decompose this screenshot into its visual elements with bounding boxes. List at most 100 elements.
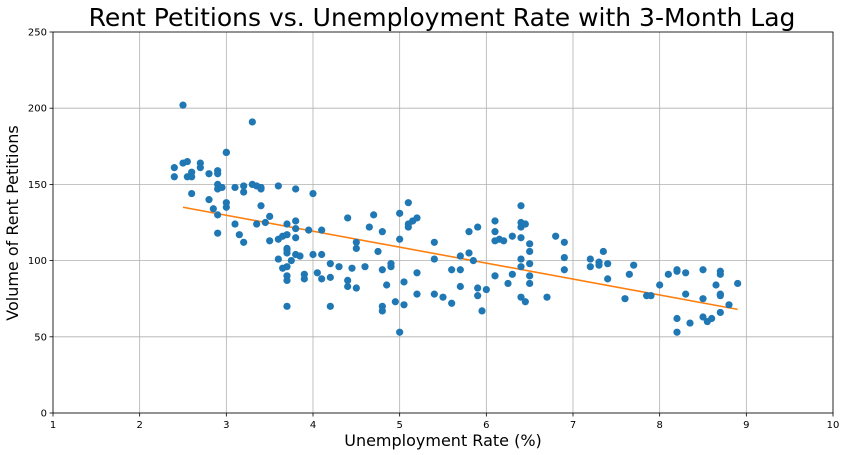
- data-point: [474, 223, 482, 231]
- data-point: [292, 217, 300, 225]
- y-axis: 0 50 100 150 200 250: [28, 28, 53, 420]
- data-point: [318, 226, 326, 234]
- data-point: [448, 299, 456, 307]
- data-point: [344, 282, 352, 291]
- data-point: [335, 263, 343, 271]
- data-point: [378, 228, 386, 236]
- data-point: [560, 238, 568, 246]
- data-point: [673, 267, 681, 275]
- data-point: [413, 269, 421, 277]
- data-point: [240, 188, 248, 196]
- data-point: [222, 203, 230, 211]
- data-point: [209, 205, 217, 213]
- data-point: [604, 275, 612, 283]
- data-point: [716, 292, 724, 300]
- data-point: [526, 260, 534, 268]
- x-axis: 1 2 3 4 5 6 7 8 9 10: [50, 413, 840, 431]
- x-axis-label: Unemployment Rate (%): [344, 431, 542, 450]
- data-point: [283, 231, 291, 239]
- data-point: [318, 275, 326, 283]
- data-point: [439, 293, 447, 301]
- data-point: [370, 211, 378, 219]
- data-point: [521, 220, 529, 228]
- data-point: [396, 209, 404, 217]
- data-point: [474, 284, 482, 292]
- data-point: [361, 263, 369, 271]
- data-point: [699, 313, 707, 321]
- data-point: [196, 164, 204, 172]
- data-point: [716, 308, 724, 317]
- data-point: [300, 275, 308, 283]
- data-point: [413, 214, 421, 222]
- data-point: [348, 264, 356, 272]
- data-point: [365, 223, 373, 231]
- data-point: [183, 157, 191, 166]
- y-tick-label: 200: [28, 104, 47, 115]
- data-point: [500, 237, 508, 245]
- data-point: [352, 238, 360, 246]
- data-point: [214, 170, 222, 178]
- data-point: [352, 244, 360, 253]
- data-point: [378, 307, 386, 315]
- data-point: [344, 214, 352, 222]
- data-point: [469, 257, 477, 265]
- data-point: [287, 257, 295, 265]
- data-point: [283, 276, 291, 285]
- data-point: [526, 279, 534, 288]
- data-point: [647, 292, 655, 300]
- data-point: [560, 253, 568, 262]
- data-point: [266, 237, 274, 245]
- x-tick-label: 10: [827, 420, 840, 431]
- data-point: [326, 273, 334, 281]
- data-point: [266, 212, 274, 221]
- data-point: [521, 298, 529, 306]
- points-layer: [170, 101, 742, 336]
- data-point: [404, 199, 412, 207]
- y-tick-label: 50: [34, 332, 47, 343]
- data-point: [274, 255, 282, 263]
- data-point: [292, 185, 300, 193]
- data-point: [240, 182, 248, 190]
- data-point: [430, 290, 438, 298]
- x-tick-label: 2: [136, 420, 142, 431]
- data-point: [465, 249, 473, 257]
- data-point: [621, 295, 629, 303]
- data-point: [465, 228, 473, 236]
- data-point: [344, 276, 352, 285]
- data-point: [240, 238, 248, 246]
- data-point: [699, 295, 707, 303]
- y-tick-label: 0: [41, 409, 47, 420]
- data-point: [526, 247, 534, 256]
- data-point: [413, 290, 421, 298]
- data-point: [682, 290, 690, 298]
- x-tick-label: 9: [743, 420, 749, 431]
- data-point: [205, 196, 213, 204]
- data-point: [491, 228, 499, 236]
- data-point: [508, 270, 516, 278]
- data-point: [313, 269, 321, 277]
- data-point: [188, 173, 196, 181]
- data-point: [682, 269, 690, 277]
- data-point: [283, 220, 291, 228]
- data-point: [396, 235, 404, 243]
- data-point: [222, 148, 230, 156]
- data-point: [508, 232, 516, 240]
- data-point: [604, 260, 612, 268]
- data-point: [253, 220, 261, 228]
- data-point: [170, 173, 178, 181]
- data-point: [586, 255, 594, 263]
- data-point: [716, 270, 724, 278]
- data-point: [599, 247, 607, 256]
- data-point: [274, 182, 282, 190]
- x-tick-label: 6: [483, 420, 489, 431]
- data-point: [231, 220, 239, 228]
- plot-area: [53, 32, 833, 413]
- data-point: [352, 284, 360, 292]
- data-point: [391, 298, 399, 306]
- data-point: [292, 234, 300, 242]
- data-point: [309, 189, 317, 198]
- data-point: [378, 266, 386, 274]
- data-point: [625, 270, 633, 278]
- y-tick-label: 150: [28, 180, 47, 191]
- data-point: [456, 282, 464, 291]
